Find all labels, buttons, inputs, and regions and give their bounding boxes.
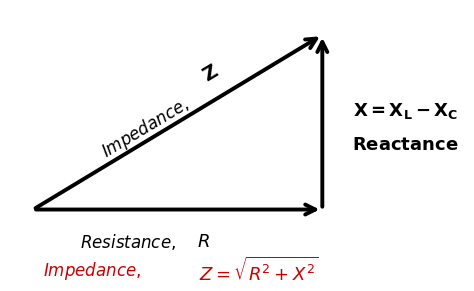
Text: $\mathit{R}$: $\mathit{R}$ — [198, 233, 210, 251]
Text: $\mathit{Z} = \sqrt{R^2 + X^2}$: $\mathit{Z} = \sqrt{R^2 + X^2}$ — [199, 256, 319, 285]
Text: $\mathbf{Z}$: $\mathbf{Z}$ — [200, 62, 222, 86]
Text: $\mathit{Impedance,}$: $\mathit{Impedance,}$ — [98, 93, 193, 163]
Text: $\mathbf{Reactance}$: $\mathbf{Reactance}$ — [352, 136, 458, 155]
Text: $\mathit{Impedance,}$: $\mathit{Impedance,}$ — [43, 260, 141, 282]
Text: $\mathit{Resistance,}$: $\mathit{Resistance,}$ — [80, 232, 176, 251]
Text: $\mathbf{X = X_L - X_C}$: $\mathbf{X = X_L - X_C}$ — [353, 101, 458, 120]
